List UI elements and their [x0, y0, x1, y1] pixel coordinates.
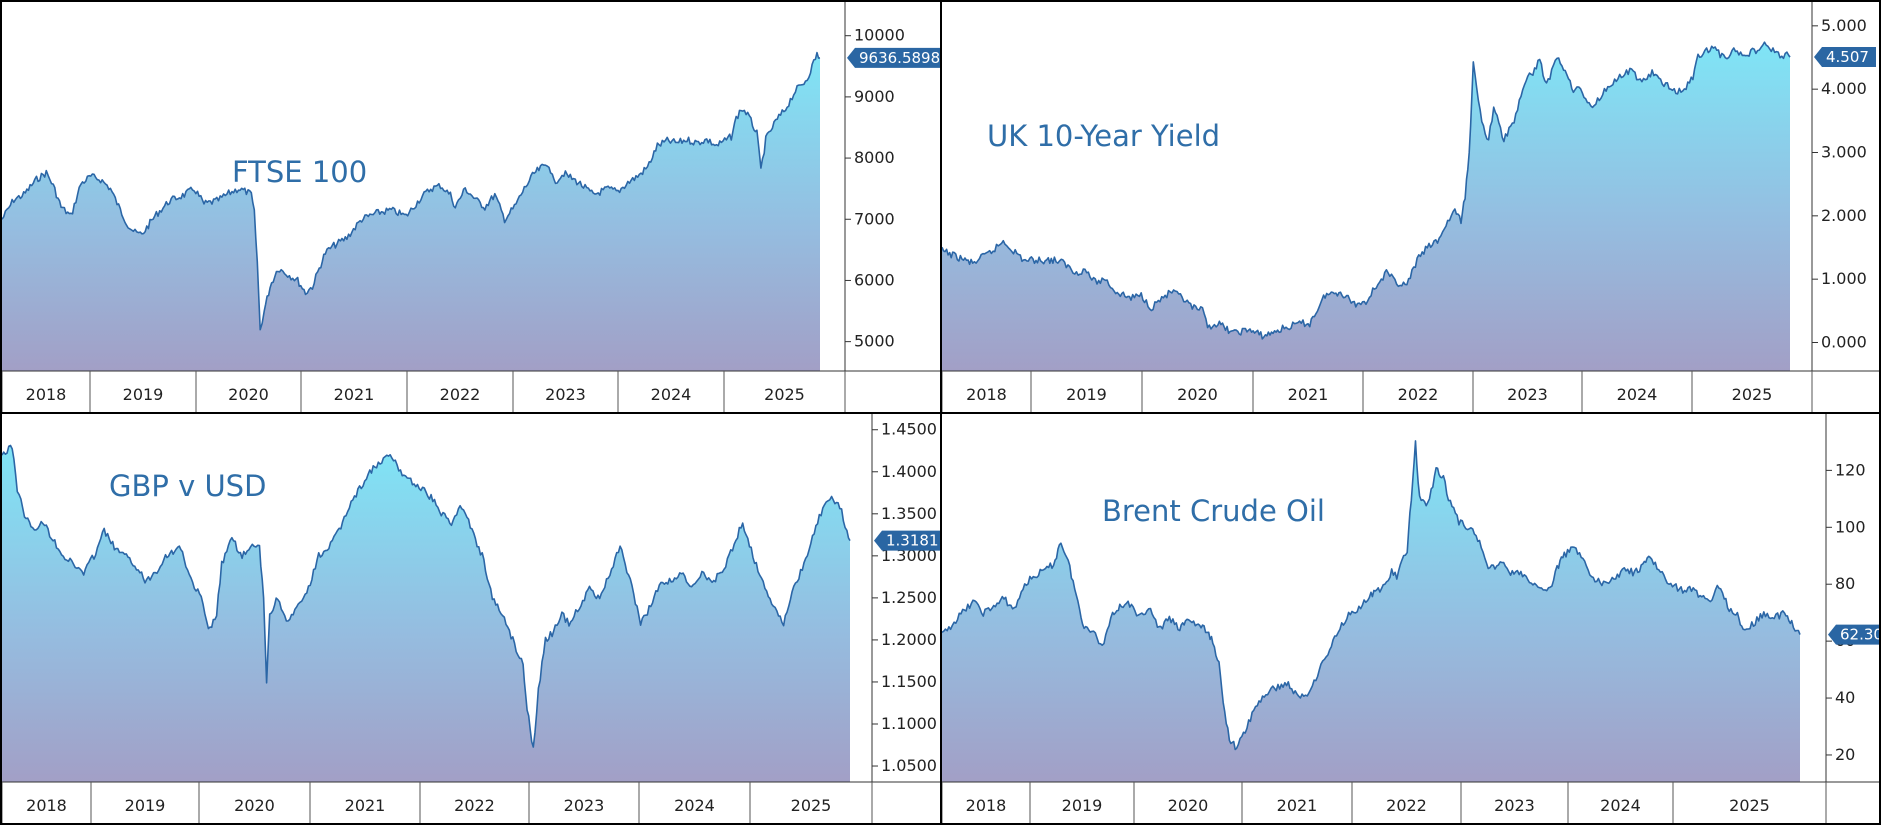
gbp-v-usd-chart-panel: GBP v USD 1.0500 1.1000 1.1500 1.2000 1.2500 1…	[2, 414, 940, 823]
y-tick-label: 40	[1835, 688, 1855, 707]
last-value-flag	[847, 47, 940, 68]
y-tick-label: 5.000	[1821, 16, 1867, 35]
x-tick-label: 2020	[1177, 385, 1218, 404]
x-tick-label: 2021	[1277, 796, 1318, 815]
last-value-flag	[1814, 47, 1876, 68]
y-tick-label: 5000	[854, 332, 895, 351]
last-value-label: 62.30	[1840, 626, 1879, 644]
x-tick-label: 2020	[234, 796, 275, 815]
x-tick-label: 2022	[454, 796, 495, 815]
brent-crude-oil-chart-svg: Brent Crude Oil2040608010012062.30201820…	[942, 414, 1879, 823]
x-tick-label: 2024	[674, 796, 715, 815]
x-tick-label: 2022	[1386, 796, 1427, 815]
chart-title: Brent Crude Oil	[1102, 494, 1325, 528]
chart-title: FTSE 100	[232, 155, 367, 189]
x-tick-label: 2018	[26, 796, 67, 815]
last-value-label: 9636.5898	[859, 49, 940, 67]
y-tick-label: 1.4000	[881, 462, 937, 481]
x-tick-label: 2019	[1066, 385, 1107, 404]
series-line	[2, 51, 821, 331]
x-tick-label: 2018	[966, 385, 1007, 404]
x-tick-label: 2021	[345, 796, 386, 815]
y-tick-label: 1.2000	[881, 630, 937, 649]
chart-title: GBP v USD	[109, 469, 266, 503]
y-tick-label: 6000	[854, 270, 895, 289]
y-tick-label: 1.2500	[881, 588, 937, 607]
y-tick-label: 4.000	[1821, 79, 1867, 98]
x-tick-label: 2023	[564, 796, 605, 815]
x-tick-label: 2022	[1398, 385, 1439, 404]
y-tick-label: 1.000	[1821, 269, 1867, 288]
ftse-100-chart-svg: FTSE 100 5000 6000 7000 8000 9000 10000 9636.58…	[2, 2, 940, 412]
y-tick-label: 2.000	[1821, 206, 1867, 225]
x-tick-label: 2020	[1168, 796, 1209, 815]
x-tick-label: 2020	[228, 385, 269, 404]
last-value-flag	[1828, 624, 1879, 645]
series-line	[942, 440, 1801, 751]
uk-10-year-yield-chart-panel: UK 10-Year Yield 0.000 1.000 2.000 3.000 4.00…	[942, 2, 1879, 412]
y-tick-label: 1.0500	[881, 756, 937, 775]
last-value-flag	[874, 530, 940, 551]
x-tick-label: 2021	[334, 385, 375, 404]
uk-10-year-yield-chart-svg: UK 10-Year Yield 0.000 1.000 2.000 3.000 4.00…	[942, 2, 1879, 412]
x-tick-label: 2022	[440, 385, 481, 404]
chart-title: UK 10-Year Yield	[987, 119, 1220, 153]
series-area	[942, 42, 1790, 371]
y-tick-label: 100	[1835, 517, 1866, 536]
y-tick-label: 80	[1835, 574, 1855, 593]
series-area	[2, 445, 850, 782]
x-tick-label: 2025	[764, 385, 805, 404]
y-tick-label: 120	[1835, 460, 1866, 479]
x-tick-label: 2021	[1288, 385, 1329, 404]
x-tick-label: 2019	[123, 385, 164, 404]
x-tick-label: 2019	[125, 796, 166, 815]
series-area	[942, 440, 1800, 782]
x-tick-label: 2018	[26, 385, 67, 404]
y-tick-label: 9000	[854, 87, 895, 106]
x-tick-label: 2024	[651, 385, 692, 404]
x-tick-label: 2023	[1494, 796, 1535, 815]
y-tick-label: 0.000	[1821, 333, 1867, 352]
y-tick-label: 7000	[854, 209, 895, 228]
y-tick-label: 1.4500	[881, 420, 937, 439]
last-value-label: 1.3181	[886, 532, 939, 550]
series-line	[2, 444, 851, 748]
x-tick-label: 2025	[1732, 385, 1773, 404]
x-tick-label: 2025	[791, 796, 832, 815]
series-line	[942, 41, 1791, 340]
y-tick-label: 1.3500	[881, 504, 937, 523]
brent-crude-oil-chart-panel: Brent Crude Oil2040608010012062.30201820…	[942, 414, 1879, 823]
x-tick-label: 2024	[1617, 385, 1658, 404]
last-value-label: 4.507	[1826, 48, 1869, 66]
ftse-100-chart-panel: FTSE 100 5000 6000 7000 8000 9000 10000 9636.58…	[2, 2, 940, 412]
y-tick-label: 1.1000	[881, 714, 937, 733]
gbp-v-usd-chart-svg: GBP v USD 1.0500 1.1000 1.1500 1.2000 1.2500 1…	[2, 414, 940, 823]
y-tick-label: 8000	[854, 148, 895, 167]
y-tick-label: 10000	[854, 26, 905, 45]
x-tick-label: 2018	[966, 796, 1007, 815]
x-tick-label: 2024	[1600, 796, 1641, 815]
x-tick-label: 2023	[545, 385, 586, 404]
y-tick-label: 1.1500	[881, 672, 937, 691]
x-tick-label: 2023	[1507, 385, 1548, 404]
y-tick-label: 3.000	[1821, 143, 1867, 162]
y-tick-label: 20	[1835, 745, 1855, 764]
x-tick-label: 2019	[1062, 796, 1103, 815]
x-tick-label: 2025	[1729, 796, 1770, 815]
series-area	[2, 52, 820, 371]
